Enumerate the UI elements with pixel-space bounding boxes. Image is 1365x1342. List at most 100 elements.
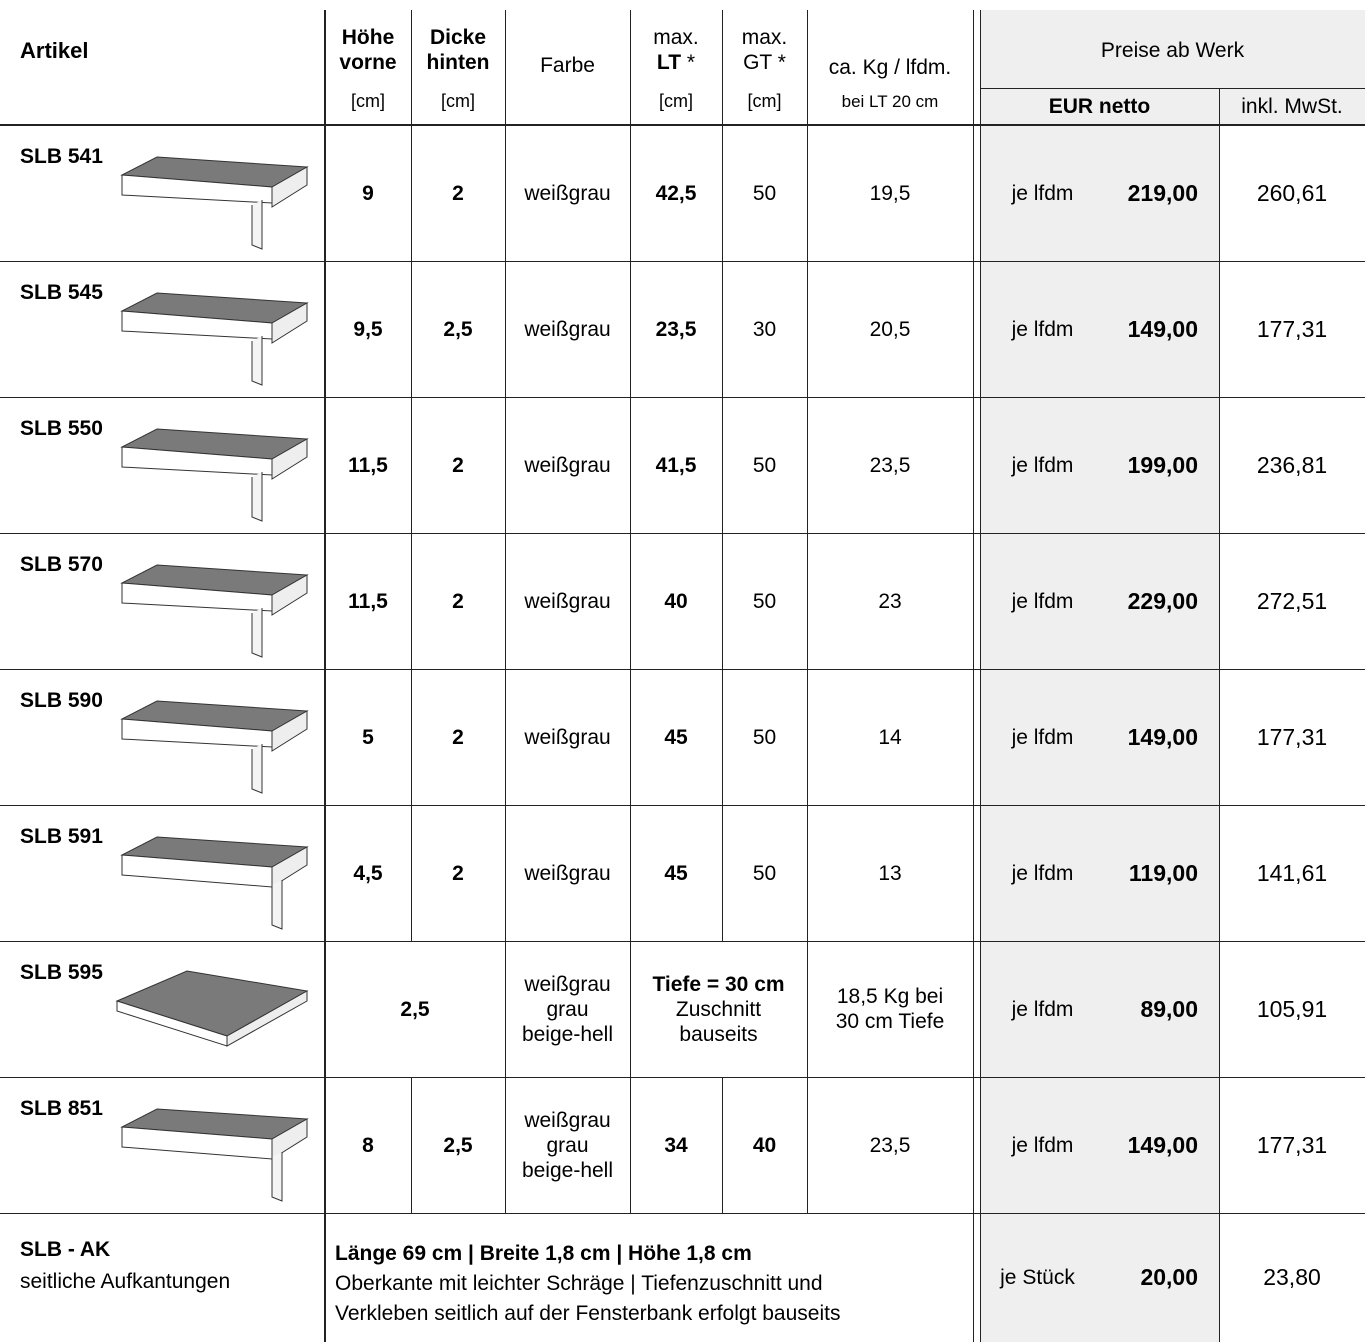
inkl: 177,31: [1219, 261, 1365, 397]
kg: 23,5: [807, 397, 973, 533]
text: 30: [752, 317, 777, 341]
text: 2,5: [400, 997, 430, 1021]
header-lt: max. LT *: [630, 20, 722, 80]
text: Zuschnitt: [675, 997, 762, 1021]
text: weißgrau: [524, 589, 611, 613]
text: 50: [752, 589, 777, 613]
hoehe: 11,5: [325, 533, 411, 669]
text: 219,00: [1127, 179, 1198, 206]
text: 149,00: [1127, 723, 1198, 750]
lt: 45: [630, 805, 722, 941]
text: [cm]: [747, 90, 782, 111]
farbe: weißgrau: [505, 125, 630, 261]
farbe: weißgrau: [505, 805, 630, 941]
column-divider: [1219, 88, 1220, 1342]
text: hinten: [426, 51, 490, 74]
gt: 50: [722, 125, 807, 261]
text: 2: [452, 181, 464, 205]
column-divider: [411, 10, 412, 941]
unit: je lfdm: [990, 941, 1095, 1077]
netto: 89,00: [1095, 941, 1198, 1077]
product-name: SLB 545: [20, 281, 103, 304]
netto: 149,00: [1095, 1077, 1198, 1213]
text: 119,00: [1128, 859, 1198, 886]
text: 50: [752, 453, 777, 477]
unit: je lfdm: [990, 261, 1095, 397]
product-name: SLB 851: [20, 1097, 103, 1120]
text: 50: [752, 725, 777, 749]
text: je lfdm: [1011, 181, 1074, 205]
unit: je Stück: [980, 1213, 1095, 1342]
netto: 219,00: [1095, 125, 1198, 261]
gt: 30: [722, 261, 807, 397]
text: weißgrau: [524, 1108, 611, 1132]
header-hoehe: Höhe vorne: [325, 20, 411, 80]
text: weißgrau: [524, 861, 611, 885]
text: LT: [656, 51, 682, 74]
header-unit: [cm]: [630, 88, 722, 114]
text: Farbe: [540, 53, 595, 77]
row-divider: [0, 1077, 1365, 1078]
text: 9: [362, 181, 374, 205]
dicke: 2: [411, 125, 505, 261]
row-divider: [980, 88, 1365, 89]
product-image: [120, 700, 309, 794]
kg: 23: [807, 533, 973, 669]
dicke: 2: [411, 669, 505, 805]
text: GT: [743, 51, 772, 74]
text: Höhe: [341, 26, 395, 49]
description: Oberkante mit leichter Schräge | Tiefenz…: [335, 1272, 823, 1295]
text: *: [686, 51, 696, 74]
product-sub: seitliche Aufkantungen: [20, 1270, 231, 1293]
text: Preise ab Werk: [1100, 38, 1245, 62]
product-image: [120, 156, 309, 250]
inkl: 23,80: [1219, 1213, 1365, 1342]
text: max.: [653, 26, 699, 49]
header-unit: [cm]: [411, 88, 505, 114]
lt: 23,5: [630, 261, 722, 397]
row-divider: [0, 261, 1365, 262]
text: je lfdm: [1011, 589, 1074, 613]
netto: 119,00: [1095, 805, 1198, 941]
netto: 149,00: [1095, 669, 1198, 805]
gt: 40: [722, 1077, 807, 1213]
netto: 229,00: [1095, 533, 1198, 669]
unit: je lfdm: [990, 669, 1095, 805]
text: 2: [452, 861, 464, 885]
row-divider: [0, 124, 1365, 126]
text: je Stück: [1000, 1266, 1075, 1289]
header-unit: [cm]: [325, 88, 411, 114]
column-divider: [722, 10, 723, 941]
text: weißgrau: [524, 972, 611, 996]
header-gt: max. GT *: [722, 20, 807, 80]
row-divider: [0, 941, 1365, 942]
kg: 13: [807, 805, 973, 941]
dicke: 2: [411, 397, 505, 533]
text: weißgrau: [524, 317, 611, 341]
farbe: weißgrau: [505, 261, 630, 397]
column-divider: [630, 10, 631, 1213]
text: 2: [452, 589, 464, 613]
header-preise: Preise ab Werk: [980, 30, 1365, 70]
text: weißgrau: [524, 453, 611, 477]
lt: 34: [630, 1077, 722, 1213]
inkl: 141,61: [1219, 805, 1365, 941]
row-divider: [0, 397, 1365, 398]
text: 2: [452, 453, 464, 477]
column-divider: [411, 1077, 412, 1213]
price-bg: [980, 125, 1219, 1342]
farbe: weißgrau grau beige-hell: [505, 1077, 630, 1213]
text: Dicke: [429, 26, 487, 49]
inkl: 105,91: [1219, 941, 1365, 1077]
text: grau: [546, 997, 589, 1021]
text: 141,61: [1256, 859, 1328, 886]
farbe: weißgrau: [505, 669, 630, 805]
header-kg-unit: bei LT 20 cm: [807, 88, 973, 114]
dicke: 2,5: [411, 261, 505, 397]
product-name: SLB 595: [20, 961, 103, 984]
text: weißgrau: [524, 725, 611, 749]
kg: 18,5 Kg bei 30 cm Tiefe: [807, 941, 973, 1077]
text: 40: [752, 1133, 777, 1157]
gt: 50: [722, 533, 807, 669]
